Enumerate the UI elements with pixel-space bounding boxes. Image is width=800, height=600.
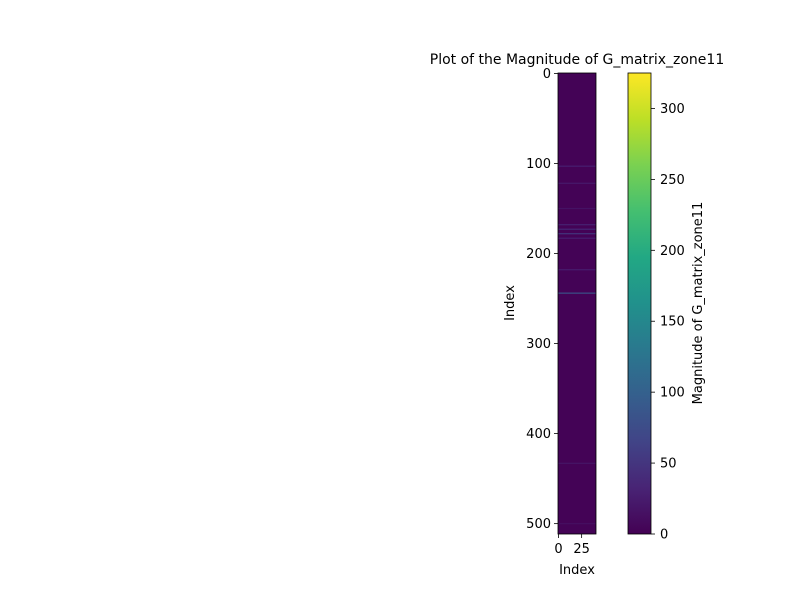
heatmap-row-mark: [558, 228, 596, 230]
colorbar: 0 50 100 150 200 250 300 Magnitude of G_matrix…: [627, 72, 706, 543]
colorbar-ticks: 0 50 100 150 200 250 300: [651, 102, 685, 543]
y-tick-label: 200: [526, 247, 551, 262]
colorbar-tick-label: 100: [660, 386, 685, 401]
colorbar-tick-label: 50: [660, 457, 677, 472]
x-tick-label: 25: [573, 542, 590, 557]
colorbar-gradient: [627, 72, 652, 535]
chart-title: Plot of the Magnitude of G_matrix_zone11: [430, 52, 724, 68]
colorbar-tick-label: 0: [660, 528, 668, 543]
heatmap-row-mark: [558, 237, 596, 239]
y-tick-label: 100: [526, 157, 551, 172]
heatmap: [557, 72, 597, 535]
heatmap-row-mark: [558, 207, 596, 210]
x-axis-ticks: 0 25: [554, 534, 590, 557]
y-tick-label: 300: [526, 337, 551, 352]
heatmap-row-mark: [558, 224, 596, 226]
heatmap-frame: [557, 72, 597, 535]
heatmap-background: [558, 73, 596, 534]
heatmap-row-mark: [558, 165, 596, 167]
x-tick-label: 0: [554, 542, 562, 557]
y-tick-label: 0: [543, 67, 551, 82]
colorbar-tick-label: 200: [660, 244, 685, 259]
heatmap-row-mark: [558, 182, 596, 184]
colorbar-label: Magnitude of G_matrix_zone11: [691, 202, 706, 405]
colorbar-tick-label: 250: [660, 173, 685, 188]
heatmap-row-mark: [558, 233, 596, 235]
y-tick-label: 400: [526, 427, 551, 442]
colorbar-tick-label: 300: [660, 102, 685, 117]
y-tick-label: 500: [526, 517, 551, 532]
y-axis-label: Index: [503, 285, 518, 321]
heatmap-row-mark: [558, 269, 596, 271]
heatmap-row-mark: [558, 523, 596, 525]
colorbar-tick-label: 150: [660, 315, 685, 330]
x-axis-label: Index: [559, 563, 595, 578]
heatmap-row-mark: [558, 462, 596, 464]
y-axis-ticks: 0 100 200 300 400 500: [526, 67, 558, 532]
heatmap-row-mark: [558, 292, 596, 294]
